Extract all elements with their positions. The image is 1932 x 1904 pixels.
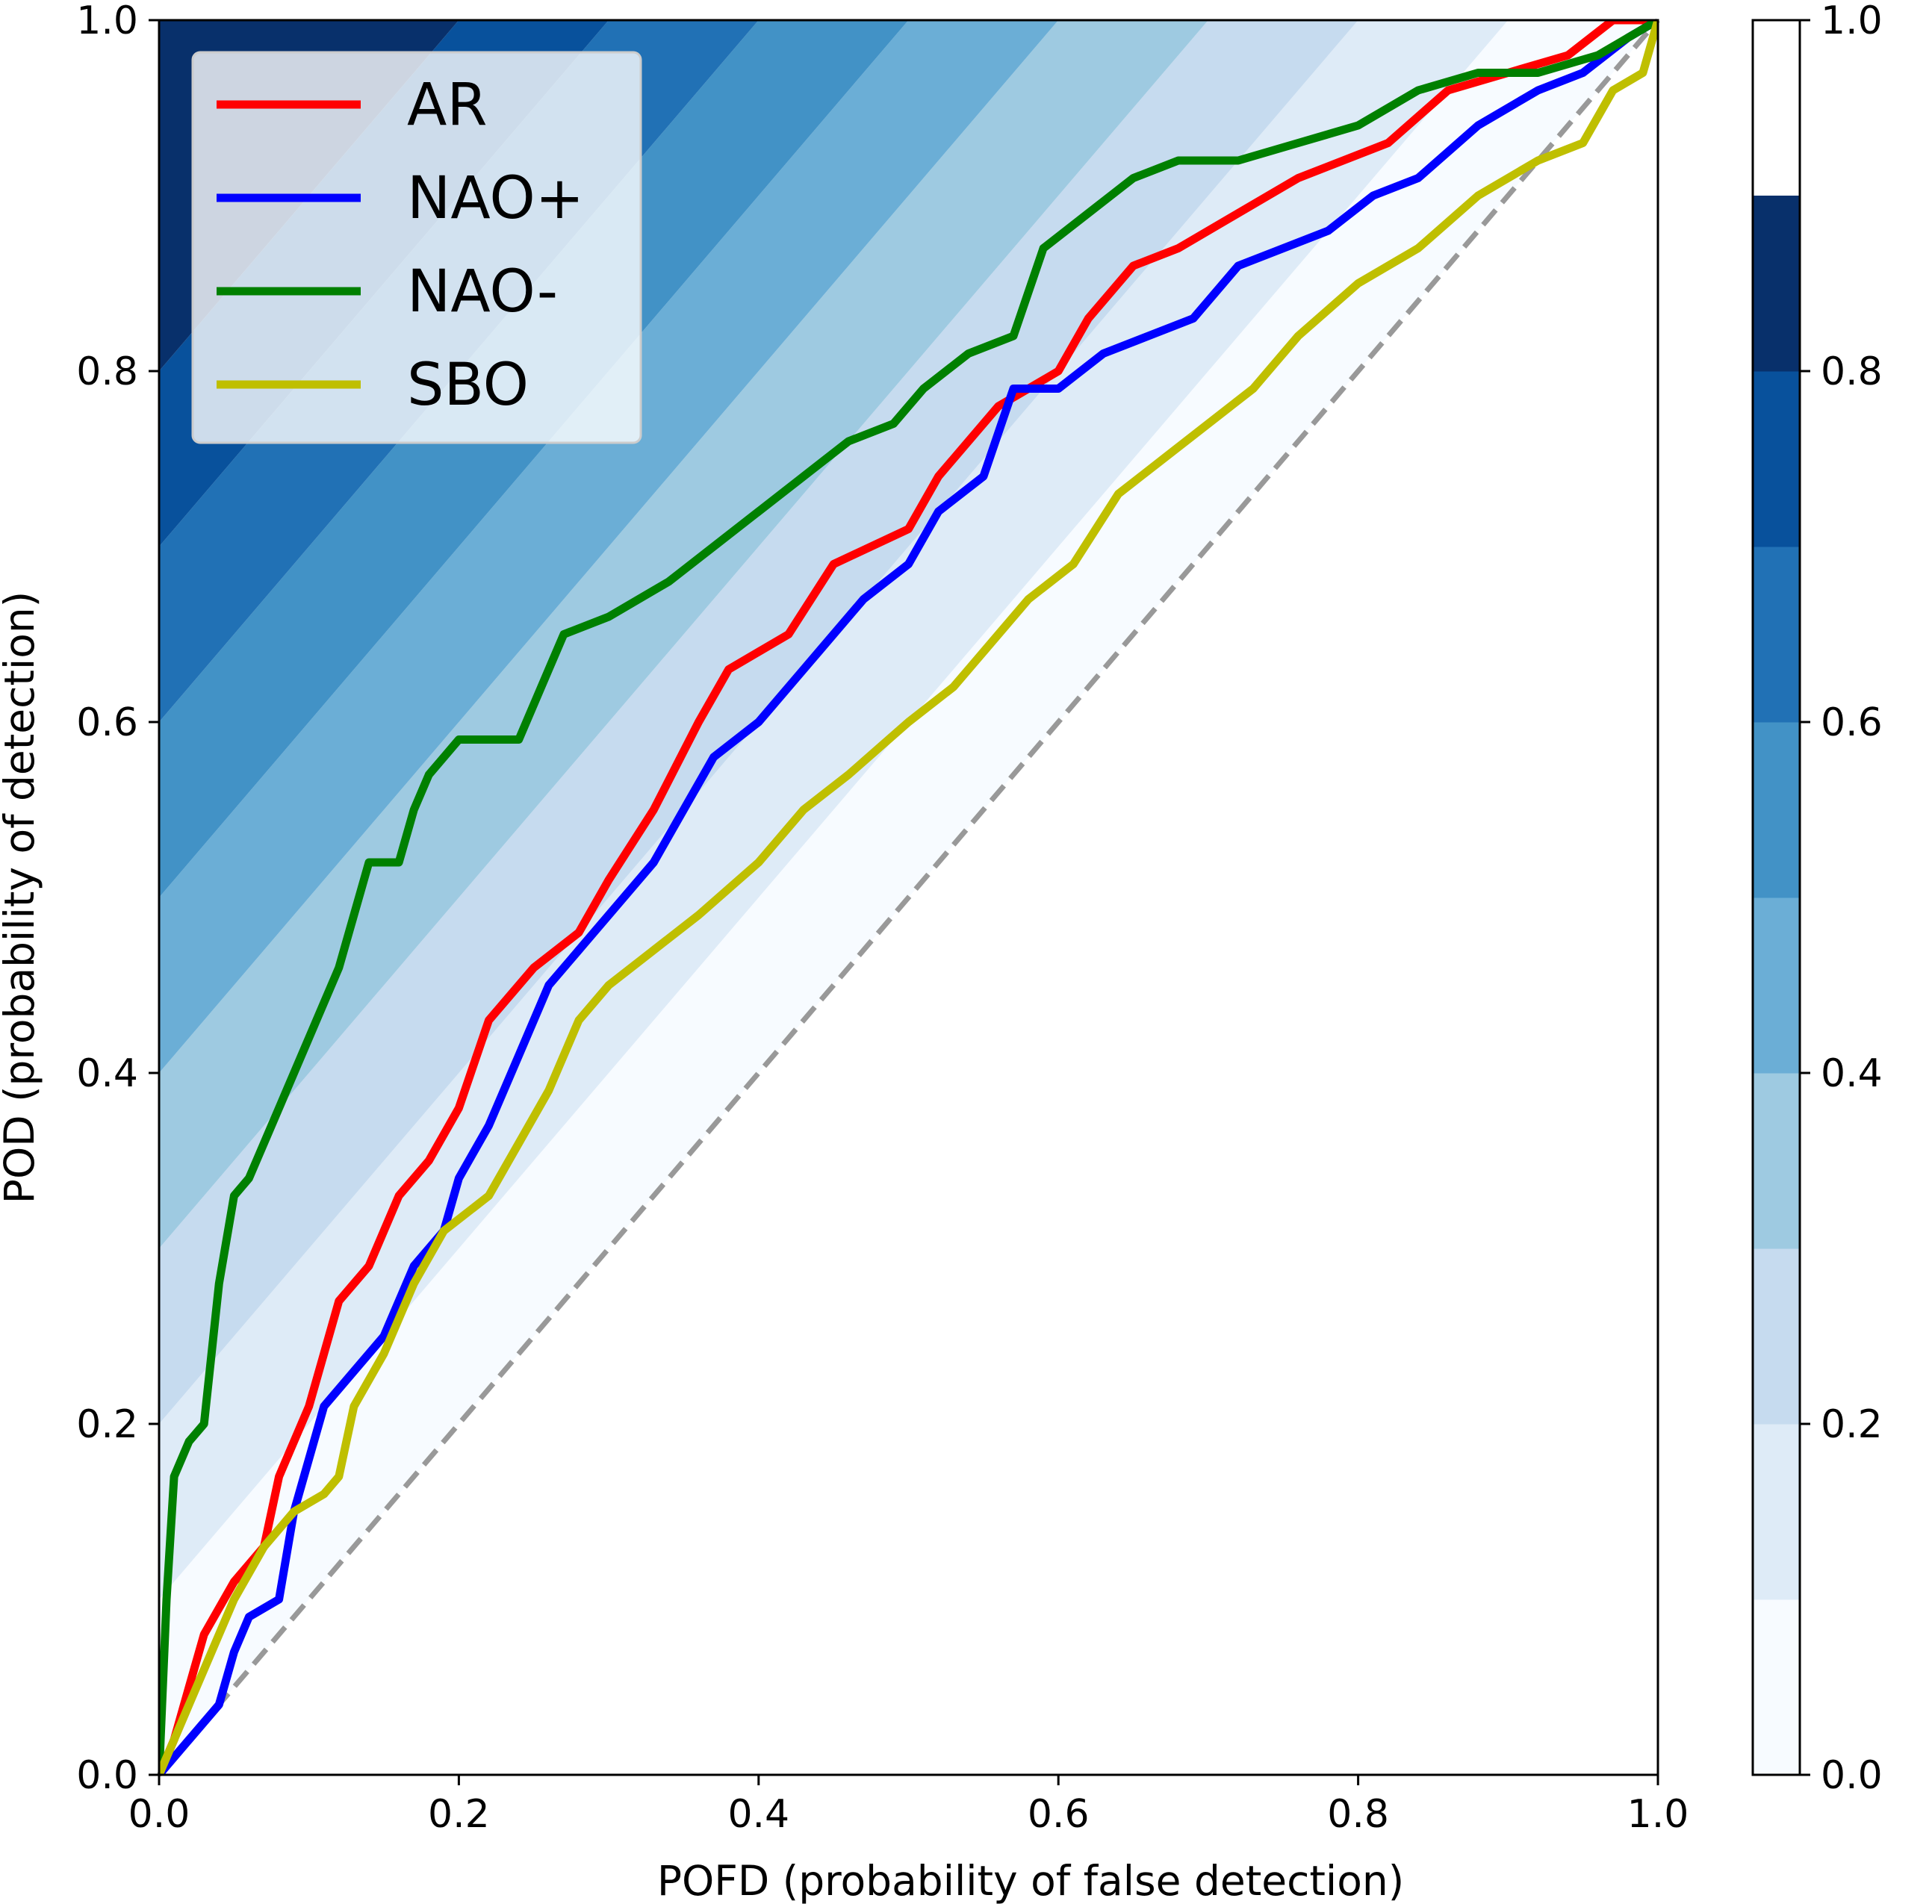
legend: AR NAO+ NAO- SBO <box>191 51 642 444</box>
contour-band <box>159 20 909 897</box>
legend-label: NAO- <box>407 258 558 326</box>
colorbar-tick-label: 0.4 <box>1821 1051 1883 1096</box>
x-axis: 0.0 0.2 0.4 0.6 0.8 1.0 <box>128 1775 1689 1837</box>
colorbar-tick-label: 0.6 <box>1821 700 1883 745</box>
y-tick-label: 0.8 <box>76 349 138 394</box>
x-axis-label: POFD (probability of false detection) <box>657 1857 1404 1904</box>
colorbar-tick-label: 0.2 <box>1821 1402 1883 1447</box>
legend-label: NAO+ <box>407 165 584 232</box>
colorbar-tick-label: 0.0 <box>1821 1753 1883 1798</box>
y-tick-label: 1.0 <box>76 0 138 43</box>
no-skill-diagonal <box>157 18 1660 1777</box>
series-line-sbo <box>159 20 1658 1775</box>
contour-band <box>159 20 1208 1248</box>
x-tick-label: 0.0 <box>128 1792 190 1837</box>
colorbar: 0.0 0.2 0.4 0.6 0.8 1.0 <box>1751 0 1883 1798</box>
roc-curves <box>159 20 1658 1775</box>
colorbar-band <box>1753 1599 1800 1776</box>
colorbar-band <box>1753 897 1800 1074</box>
x-tick-label: 0.6 <box>1028 1792 1090 1837</box>
colorbar-tick-label: 1.0 <box>1821 0 1883 43</box>
colorbar-band <box>1753 1073 1800 1249</box>
series-line-nao- <box>159 20 1658 1775</box>
legend-label: AR <box>407 72 488 139</box>
y-axis-label: POD (probability of detection) <box>0 591 43 1204</box>
legend-box <box>191 51 642 444</box>
legend-label: SBO <box>407 352 529 419</box>
x-tick-label: 1.0 <box>1627 1792 1689 1837</box>
colorbar-band <box>1753 722 1800 898</box>
contour-band <box>159 20 1059 1073</box>
x-tick-label: 0.2 <box>428 1792 490 1837</box>
colorbar-band <box>1753 1248 1800 1425</box>
colorbar-band <box>1753 196 1800 372</box>
series-line-nao- <box>159 20 1658 1775</box>
y-tick-label: 0.6 <box>76 700 138 745</box>
y-tick-label: 0.2 <box>76 1402 138 1447</box>
plot-frame <box>158 19 1659 1776</box>
colorbar-band <box>1753 1424 1800 1600</box>
y-tick-label: 0.0 <box>76 1753 138 1798</box>
x-tick-label: 0.8 <box>1327 1792 1389 1837</box>
colorbar-band <box>1753 371 1800 547</box>
y-axis: 0.0 0.2 0.4 0.6 0.8 1.0 <box>76 0 159 1798</box>
contour-band <box>159 20 1509 1599</box>
series-line-ar <box>159 20 1658 1775</box>
y-tick-label: 0.4 <box>76 1051 138 1096</box>
colorbar-frame <box>1751 19 1801 1776</box>
colorbar-band <box>1753 547 1800 723</box>
colorbar-tick-label: 0.8 <box>1821 349 1883 394</box>
x-tick-label: 0.4 <box>727 1792 789 1837</box>
